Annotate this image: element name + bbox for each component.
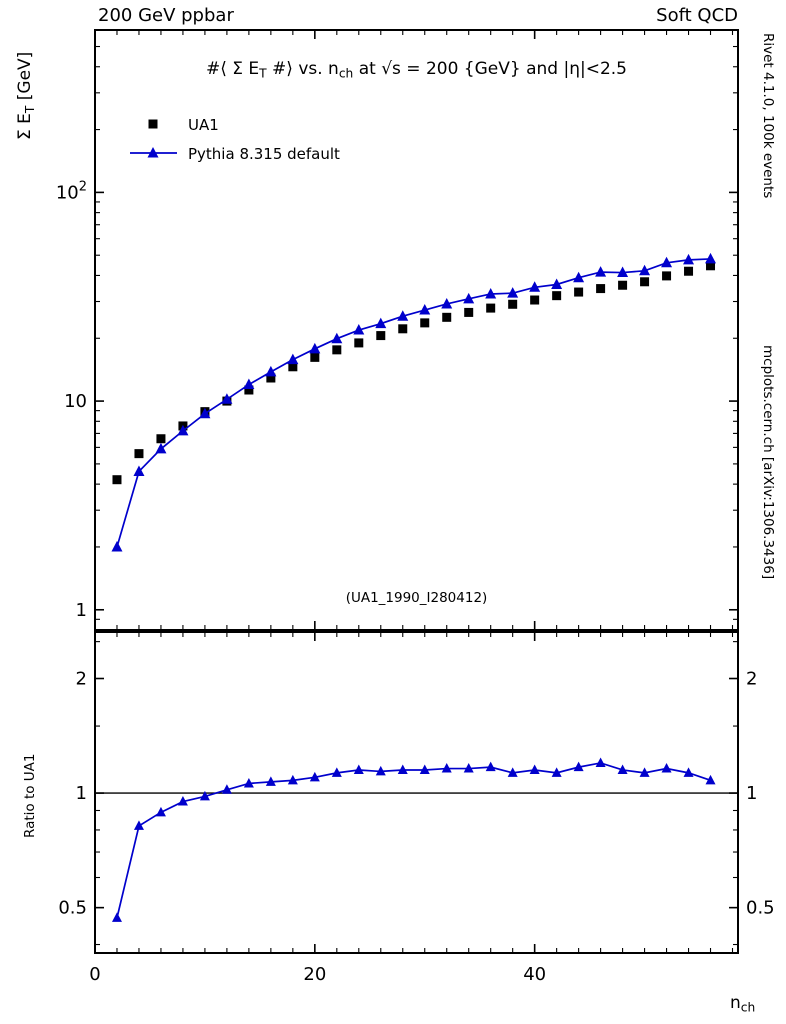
ratio-axis-title: Ratio to UA1 (22, 753, 38, 838)
y-axis-title: Σ ET [GeV] (15, 52, 37, 140)
plot-frames (94, 29, 739, 954)
svg-text:UA1: UA1 (188, 116, 219, 134)
svg-text:Pythia 8.315 default: Pythia 8.315 default (188, 145, 340, 163)
svg-text:mcplots.cern.ch [arXiv:1306.34: mcplots.cern.ch [arXiv:1306.3436] (760, 345, 776, 579)
x-axis-title: nch (730, 993, 755, 1015)
svg-text:2: 2 (76, 669, 87, 690)
svg-text:1: 1 (76, 783, 87, 804)
svg-text:#⟨ Σ ET #⟩ vs. nch at √s = 200: #⟨ Σ ET #⟩ vs. nch at √s = 200 {GeV} and… (206, 59, 627, 81)
process-group-label: Soft QCD (656, 5, 738, 26)
x-axis-labels: 0 20 40 (89, 964, 546, 985)
svg-text:2: 2 (746, 669, 757, 690)
plot-title: #⟨ Σ ET #⟩ vs. nch at √s = 200 {GeV} and… (206, 59, 627, 81)
y-axis-ratio-ticks: 0.5 0.5 1 1 2 2 (58, 641, 775, 946)
mcplots-credit-label: mcplots.cern.ch [arXiv:1306.3436] (760, 345, 776, 579)
legend: UA1 Pythia 8.315 default (130, 116, 340, 163)
svg-text:0: 0 (89, 964, 100, 985)
svg-text:Rivet 4.1.0, 100k events: Rivet 4.1.0, 100k events (760, 33, 776, 198)
y-axis-main-ticks: 1 10 102 (56, 45, 738, 621)
ratio-series (111, 757, 716, 922)
series-ua1 (112, 261, 716, 485)
svg-text:Ratio to UA1: Ratio to UA1 (22, 753, 38, 838)
svg-text:nch: nch (730, 993, 755, 1015)
svg-text:102: 102 (56, 179, 87, 203)
svg-text:1: 1 (76, 600, 87, 621)
svg-text:0.5: 0.5 (746, 898, 775, 919)
analysis-watermark: (UA1_1990_I280412) (346, 590, 488, 606)
svg-text:10: 10 (64, 391, 87, 412)
beam-energy-label: 200 GeV ppbar (98, 5, 234, 26)
rivet-version-label: Rivet 4.1.0, 100k events (760, 33, 776, 198)
series-pythia-8-315-default (111, 252, 717, 552)
svg-text:1: 1 (746, 783, 757, 804)
svg-text:Σ ET [GeV]: Σ ET [GeV] (15, 52, 37, 140)
svg-text:40: 40 (523, 964, 546, 985)
svg-text:(UA1_1990_I280412): (UA1_1990_I280412) (346, 590, 488, 606)
x-axis-ticks (94, 30, 734, 953)
svg-text:0.5: 0.5 (58, 898, 87, 919)
svg-text:20: 20 (303, 964, 326, 985)
